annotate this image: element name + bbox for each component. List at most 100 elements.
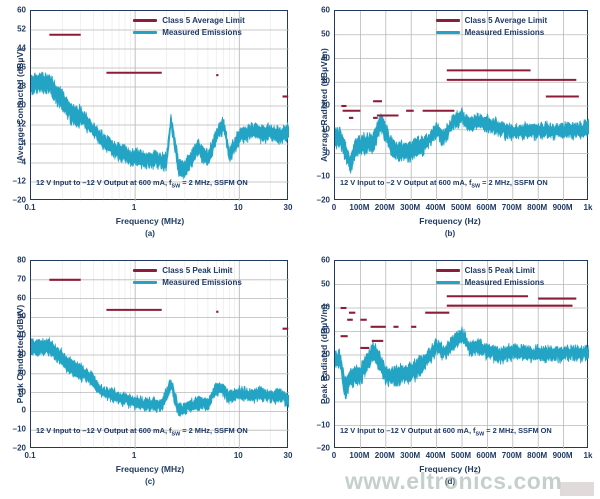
y-tick-label: 10 <box>321 373 330 382</box>
legend-d: Class 5 Peak Limit Measured Emissions <box>435 266 545 287</box>
x-tick-label: 900M <box>552 203 573 212</box>
x-tick-label: 400M <box>425 203 446 212</box>
measured-emissions-trace <box>31 337 289 418</box>
legend-item[interactable]: Class 5 Peak Limit <box>133 266 242 275</box>
x-tick-label: 200M <box>374 451 395 460</box>
plot-area-b <box>334 10 589 201</box>
legend-a: Class 5 Average Limit Measured Emissions <box>133 16 245 37</box>
legend-swatch-icon <box>133 19 158 22</box>
x-tick-label: 300M <box>400 203 421 212</box>
y-tick-label: 0 <box>325 148 330 157</box>
x-tick-label: 30 <box>283 451 293 460</box>
x-tick-label: 900M <box>552 451 573 460</box>
plot-area-a <box>30 10 289 201</box>
plot-area-c <box>30 260 289 449</box>
legend-label: Class 5 Average Limit <box>162 16 245 25</box>
legend-item[interactable]: Class 5 Average Limit <box>133 16 245 25</box>
y-tick-label: 28 <box>17 81 26 91</box>
y-tick-label: –10 <box>316 420 330 429</box>
y-tick-label: 40 <box>321 53 330 62</box>
legend-swatch-icon <box>133 269 158 272</box>
x-axis-title: Frequency (Hz) <box>419 464 481 474</box>
legend-item[interactable]: Class 5 Average Limit <box>435 16 547 25</box>
x-tick-label: 1 <box>131 451 137 460</box>
legend-item[interactable]: Measured Emissions <box>435 278 545 287</box>
x-tick-label: 1k <box>583 203 593 212</box>
plot-annotation: 12 V Input to –12 V Output at 600 mA, fS… <box>340 426 552 438</box>
legend-item[interactable]: Measured Emissions <box>133 28 245 37</box>
legend-label: Measured Emissions <box>464 278 545 287</box>
x-tick-label: 600M <box>476 451 497 460</box>
legend-swatch-icon <box>133 281 158 284</box>
x-tick-label: 700M <box>501 203 522 212</box>
x-tick-label: 800M <box>527 203 548 212</box>
x-axis-title: Frequency (Hz) <box>419 216 481 226</box>
y-tick-label: 44 <box>17 43 26 53</box>
y-tick-label: –12 <box>12 176 26 186</box>
x-tick-label: 700M <box>501 451 522 460</box>
y-tick-label: 20 <box>17 368 26 378</box>
plot-annotation: 12 V Input to –12 V Output at 600 mA, fS… <box>36 178 248 190</box>
legend-item[interactable]: Measured Emissions <box>133 278 242 287</box>
plot-annotation: 12 V Input to –2 V Output at 600 mA, fSW… <box>340 178 548 190</box>
x-tick-label: 500M <box>450 203 472 212</box>
x-tick-label: 0.1 <box>24 203 36 212</box>
y-tick-label: 60 <box>17 293 26 303</box>
plot-svg-b <box>335 11 589 201</box>
subfigure-label: (c) <box>145 477 155 486</box>
y-tick-label: 10 <box>321 124 330 134</box>
subfigure-label: (a) <box>145 229 155 238</box>
legend-item[interactable]: Class 5 Peak Limit <box>435 266 545 275</box>
y-tick-label: 4 <box>21 138 26 148</box>
legend-label: Measured Emissions <box>162 278 242 287</box>
legend-label: Class 5 Peak Limit <box>162 266 233 275</box>
y-axis-title: Peak Conducted (dBµV) <box>15 304 25 404</box>
x-tick-label: 100M <box>349 203 370 212</box>
x-axis-title: Frequency (MHz) <box>115 464 185 474</box>
x-tick-label: 500M <box>450 451 472 460</box>
y-tick-label: 20 <box>17 100 26 110</box>
x-axis-title: Frequency (MHz) <box>115 216 185 226</box>
x-tick-label: 10 <box>233 203 243 212</box>
y-tick-label: 50 <box>17 311 26 321</box>
watermark-badge <box>560 482 594 496</box>
x-tick-label: 30 <box>283 203 293 212</box>
legend-item[interactable]: Measured Emissions <box>435 28 548 37</box>
chart-panel-d: 60 50 40 30 20 10 0 –10 –20 0 100M 200M 300M 400M 500M… <box>300 250 600 499</box>
legend-swatch-icon <box>435 269 460 272</box>
y-tick-label: 60 <box>321 255 330 265</box>
legend-swatch-icon <box>435 31 460 34</box>
y-tick-label: 30 <box>17 349 26 359</box>
x-tick-label: 400M <box>425 451 446 460</box>
y-tick-label: 60 <box>17 5 26 15</box>
y-tick-label: 40 <box>321 302 330 312</box>
y-tick-label: 30 <box>321 76 330 86</box>
y-tick-label: 50 <box>321 29 330 39</box>
x-tick-label: 1 <box>131 203 137 212</box>
x-tick-label: 200M <box>374 203 395 212</box>
y-tick-label: –20 <box>12 195 26 205</box>
y-tick-label: –20 <box>316 195 330 205</box>
x-tick-label: 300M <box>400 451 421 460</box>
subfigure-label: (b) <box>444 229 456 238</box>
legend-c: Class 5 Peak Limit Measured Emissions <box>133 266 242 287</box>
y-tick-label: 60 <box>321 5 330 15</box>
y-tick-label: 50 <box>321 279 330 288</box>
chart-panel-b: 60 50 40 30 20 10 0 –10 –20 0 100M 200M 300M 400M 500M… <box>300 0 600 250</box>
y-axis-title: Average Radiated (dBµV/m) <box>319 48 329 162</box>
plot-svg-d <box>335 261 589 449</box>
x-tick-label: 1k <box>583 451 593 460</box>
plot-annotation: 12 V Input to –12 V Output at 600 mA, fS… <box>36 426 248 438</box>
y-tick-label: –20 <box>316 443 330 453</box>
y-tick-label: 20 <box>321 349 330 359</box>
y-tick-label: –4 <box>17 157 26 167</box>
chart-panel-a: 60 52 44 36 28 20 12 4 –4 –12 –20 0.1 1 10 30 Average C… <box>0 0 300 250</box>
legend-label: Measured Emissions <box>464 28 545 37</box>
y-axis-title: Average Conducted (dBµV) <box>15 48 25 162</box>
y-tick-label: –10 <box>12 424 26 434</box>
legend-swatch-icon <box>435 281 460 284</box>
y-tick-label: 40 <box>17 330 26 340</box>
x-tick-label: 0 <box>331 203 337 212</box>
y-tick-label: 52 <box>17 24 26 34</box>
